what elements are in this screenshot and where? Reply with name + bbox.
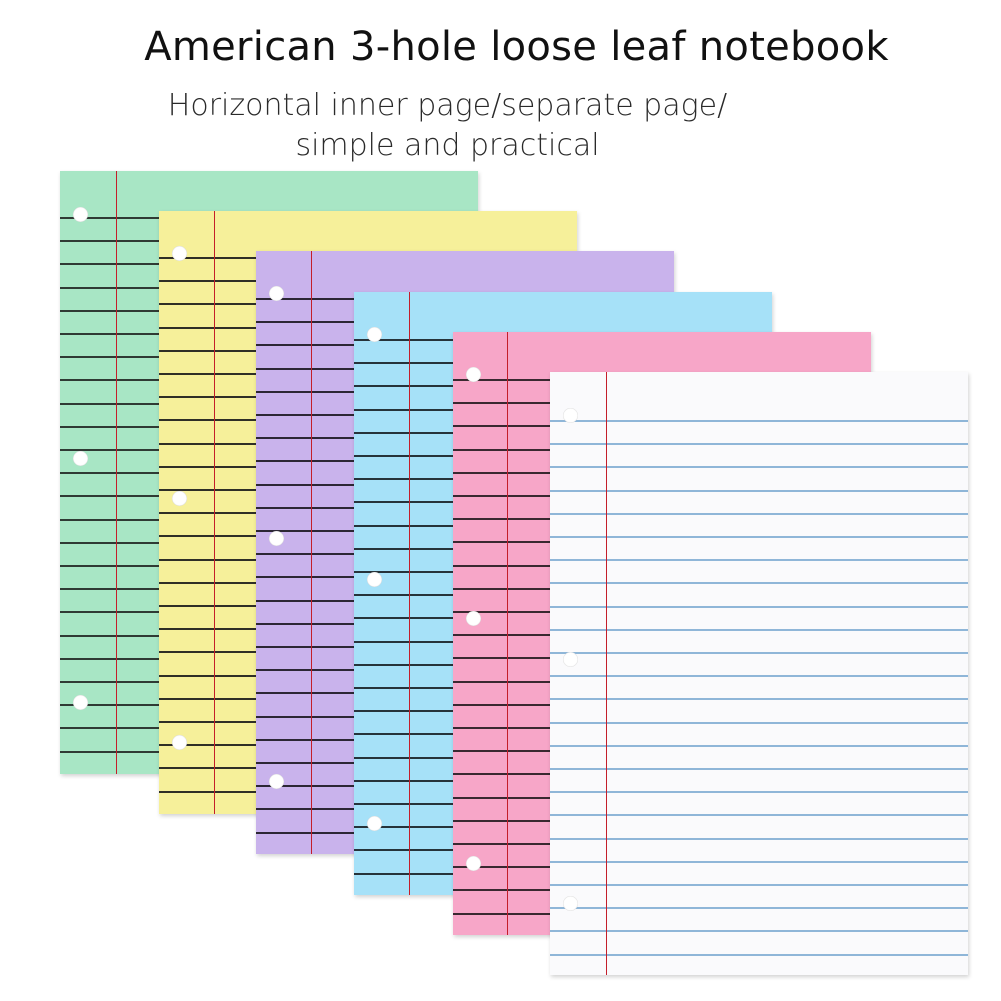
- red-margin-line: [606, 372, 608, 975]
- subtitle-line-1: Horizontal inner page/separate page/: [167, 88, 728, 123]
- ruled-line: [550, 559, 968, 561]
- red-margin-line: [311, 251, 313, 854]
- punch-hole-icon: [269, 774, 284, 789]
- sheet-white: [550, 372, 968, 975]
- punch-hole-icon: [563, 408, 578, 423]
- ruled-line: [550, 884, 968, 886]
- ruled-line: [550, 490, 968, 492]
- ruled-line: [550, 861, 968, 863]
- punch-hole-icon: [367, 816, 382, 831]
- ruled-line: [550, 930, 968, 932]
- punch-hole-icon: [172, 735, 187, 750]
- ruled-line: [550, 652, 968, 654]
- punch-hole-icon: [367, 572, 382, 587]
- ruled-line: [550, 629, 968, 631]
- ruled-line: [550, 698, 968, 700]
- page-title: American 3-hole loose leaf notebook: [144, 24, 889, 70]
- subtitle-line-2: simple and practical: [295, 128, 600, 163]
- red-margin-line: [507, 332, 509, 935]
- ruled-line: [550, 791, 968, 793]
- ruled-line: [550, 466, 968, 468]
- punch-hole-icon: [73, 207, 88, 222]
- ruled-line: [550, 838, 968, 840]
- punch-hole-icon: [73, 451, 88, 466]
- punch-hole-icon: [172, 246, 187, 261]
- punch-hole-icon: [73, 695, 88, 710]
- ruled-line: [550, 420, 968, 422]
- red-margin-line: [214, 211, 216, 814]
- ruled-line: [550, 675, 968, 677]
- red-margin-line: [116, 171, 118, 774]
- ruled-line: [550, 814, 968, 816]
- ruled-line: [550, 443, 968, 445]
- ruled-line: [550, 536, 968, 538]
- page-subtitle: Horizontal inner page/separate page/ sim…: [0, 86, 895, 166]
- punch-hole-icon: [269, 531, 284, 546]
- ruled-line: [550, 907, 968, 909]
- punch-hole-icon: [563, 896, 578, 911]
- ruled-line: [550, 513, 968, 515]
- ruled-line: [550, 745, 968, 747]
- punch-hole-icon: [563, 652, 578, 667]
- punch-hole-icon: [269, 286, 284, 301]
- ruled-line: [550, 582, 968, 584]
- punch-hole-icon: [172, 491, 187, 506]
- punch-hole-icon: [367, 327, 382, 342]
- ruled-line: [550, 722, 968, 724]
- punch-hole-icon: [466, 856, 481, 871]
- ruled-line: [550, 954, 968, 956]
- ruled-line: [550, 768, 968, 770]
- punch-hole-icon: [466, 367, 481, 382]
- red-margin-line: [409, 292, 411, 895]
- punch-hole-icon: [466, 611, 481, 626]
- ruled-line: [550, 606, 968, 608]
